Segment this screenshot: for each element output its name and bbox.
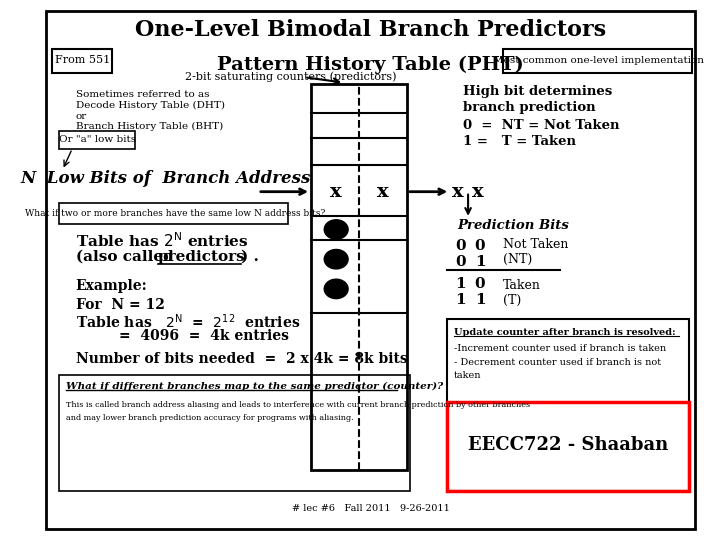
Text: Example:: Example: <box>76 279 148 293</box>
Text: x: x <box>377 183 388 201</box>
Text: 2-bit saturating counters (predictors): 2-bit saturating counters (predictors) <box>185 71 397 82</box>
Text: Pattern History Table (PHT): Pattern History Table (PHT) <box>217 56 524 74</box>
Text: High bit determines: High bit determines <box>464 85 613 98</box>
Text: 0: 0 <box>455 255 465 269</box>
Text: This is called branch address aliasing and leads to interference with current br: This is called branch address aliasing a… <box>66 401 530 409</box>
Text: Not Taken: Not Taken <box>503 238 569 251</box>
Text: predictors: predictors <box>158 249 246 264</box>
Text: N  Low Bits of  Branch Address: N Low Bits of Branch Address <box>20 170 310 187</box>
Text: (also called: (also called <box>76 249 179 264</box>
Circle shape <box>324 249 348 269</box>
Text: One-Level Bimodal Branch Predictors: One-Level Bimodal Branch Predictors <box>135 19 606 40</box>
Text: 1: 1 <box>455 293 465 307</box>
Text: 0: 0 <box>474 239 485 253</box>
Text: Table has $2^{\mathsf{N}}$ entries: Table has $2^{\mathsf{N}}$ entries <box>76 231 248 249</box>
Text: Update counter after branch is resolved:: Update counter after branch is resolved: <box>454 328 675 336</box>
Text: Or "a" low bits: Or "a" low bits <box>59 135 136 144</box>
Bar <box>447 402 689 491</box>
Text: - Decrement counter used if branch is not: - Decrement counter used if branch is no… <box>454 359 661 367</box>
Text: Sometimes referred to as: Sometimes referred to as <box>76 90 209 99</box>
Circle shape <box>324 220 348 239</box>
Text: 1: 1 <box>474 255 485 269</box>
Text: 1 =   T = Taken: 1 = T = Taken <box>464 135 577 148</box>
Bar <box>53 49 112 73</box>
Bar <box>59 202 288 224</box>
Text: EECC722 - Shaaban: EECC722 - Shaaban <box>468 436 668 455</box>
Text: Number of bits needed  =  2 x 4k = 8k bits: Number of bits needed = 2 x 4k = 8k bits <box>76 352 408 366</box>
Text: taken: taken <box>454 371 481 380</box>
Text: Table has   $2^{\mathsf{N}}$  =  $2^{\mathsf{12}}$  entries: Table has $2^{\mathsf{N}}$ = $2^{\mathsf… <box>76 312 300 330</box>
Text: (NT): (NT) <box>503 253 533 266</box>
Bar <box>59 131 135 149</box>
Text: 1: 1 <box>455 276 465 291</box>
Text: What if two or more branches have the same low N address bits?: What if two or more branches have the sa… <box>25 209 325 218</box>
Text: 0: 0 <box>455 239 465 253</box>
Text: x: x <box>472 183 484 201</box>
Text: =  4096  =  4k entries: = 4096 = 4k entries <box>119 329 289 343</box>
Text: -Increment counter used if branch is taken: -Increment counter used if branch is tak… <box>454 344 665 353</box>
Text: # lec #6   Fall 2011   9-26-2011: # lec #6 Fall 2011 9-26-2011 <box>292 504 449 513</box>
Circle shape <box>324 279 348 299</box>
Bar <box>311 84 407 470</box>
Text: Taken: Taken <box>503 279 541 292</box>
Text: 0: 0 <box>474 276 485 291</box>
Text: (T): (T) <box>503 294 521 307</box>
Text: Branch History Table (BHT): Branch History Table (BHT) <box>76 123 223 131</box>
Text: x: x <box>330 183 342 201</box>
Text: For  N = 12: For N = 12 <box>76 298 164 312</box>
Text: x: x <box>452 183 464 201</box>
Bar <box>503 49 692 73</box>
Text: 1: 1 <box>474 293 485 307</box>
Text: Decode History Table (DHT): Decode History Table (DHT) <box>76 101 225 110</box>
Text: Prediction Bits: Prediction Bits <box>456 219 569 232</box>
Text: or: or <box>76 112 87 120</box>
Text: branch prediction: branch prediction <box>464 102 596 114</box>
Bar <box>59 375 410 491</box>
Text: From 551: From 551 <box>55 56 110 65</box>
Bar <box>447 319 689 491</box>
Text: Most common one-level implementation: Most common one-level implementation <box>492 56 703 65</box>
Text: What if different branches map to the same predictor (counter)?: What if different branches map to the sa… <box>66 382 443 390</box>
Text: and may lower branch prediction accuracy for programs with aliasing.: and may lower branch prediction accuracy… <box>66 415 354 422</box>
Text: 0  =  NT = Not Taken: 0 = NT = Not Taken <box>464 119 620 132</box>
Text: ) .: ) . <box>241 249 259 264</box>
